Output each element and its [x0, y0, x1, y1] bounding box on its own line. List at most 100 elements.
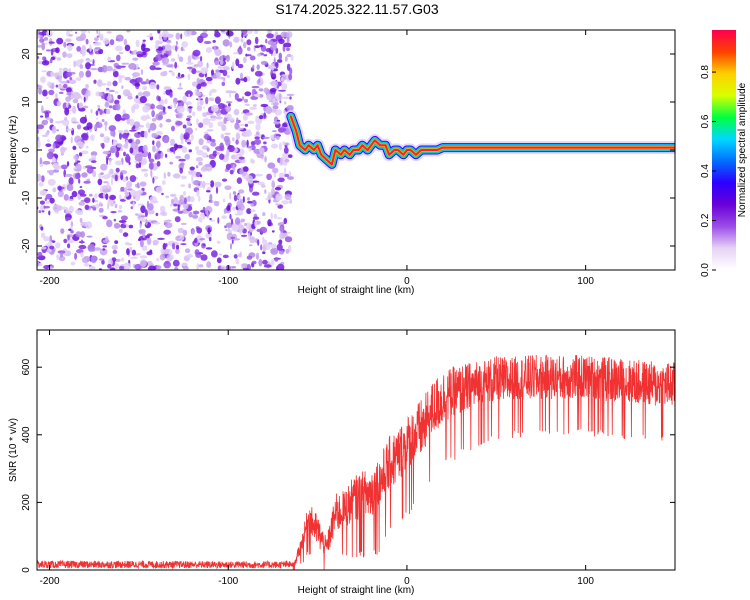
noise-blob	[168, 70, 173, 73]
noise-blob	[170, 203, 173, 207]
noise-blob	[41, 42, 45, 51]
noise-blob	[200, 67, 208, 75]
noise-blob	[122, 113, 130, 120]
noise-blob	[262, 212, 266, 217]
noise-blob	[107, 204, 110, 210]
noise-blob	[275, 203, 281, 206]
noise-blob	[188, 149, 192, 153]
noise-blob	[263, 54, 268, 57]
noise-blob	[269, 88, 277, 93]
top-x-axis: -200 -100 0 100	[40, 30, 594, 287]
noise-blob	[250, 236, 254, 240]
noise-blob	[166, 39, 172, 44]
noise-blob	[214, 181, 222, 188]
noise-blob	[130, 206, 133, 210]
noise-blob	[244, 123, 249, 127]
noise-blob	[180, 175, 187, 180]
noise-blob	[187, 73, 191, 81]
noise-blob	[97, 104, 101, 109]
noise-blob	[181, 74, 185, 78]
noise-blob	[279, 157, 284, 166]
noise-blob	[200, 254, 208, 261]
bottom-y-tick-label: 600	[21, 358, 32, 375]
noise-blob	[119, 132, 122, 140]
noise-blob	[236, 177, 243, 185]
noise-blob	[180, 184, 186, 188]
noise-blob	[126, 30, 131, 33]
noise-blob	[86, 235, 93, 238]
noise-blob	[140, 215, 147, 218]
noise-blob	[258, 259, 263, 267]
noise-blob	[175, 120, 183, 126]
noise-blob	[102, 245, 107, 248]
noise-blob	[49, 235, 53, 244]
noise-blob	[195, 91, 202, 97]
noise-blob	[202, 112, 208, 117]
noise-blob	[106, 87, 110, 91]
noise-blob	[273, 121, 281, 125]
noise-blob	[139, 259, 147, 268]
noise-blob	[278, 38, 285, 44]
noise-blob	[138, 238, 141, 242]
noise-blob	[257, 239, 260, 246]
noise-blob	[163, 136, 170, 144]
noise-blob	[199, 99, 204, 106]
noise-blob	[126, 181, 133, 189]
noise-blob	[267, 162, 276, 169]
noise-blob	[55, 93, 58, 99]
noise-blob	[219, 267, 225, 270]
noise-blob	[246, 39, 252, 46]
noise-blob	[134, 82, 141, 87]
noise-blob	[83, 96, 86, 103]
noise-blob	[178, 113, 183, 119]
noise-blob	[283, 96, 290, 100]
noise-blob	[232, 164, 236, 173]
noise-blob	[40, 205, 44, 211]
noise-blob	[97, 178, 103, 186]
noise-blob	[167, 171, 171, 177]
noise-blob	[109, 158, 112, 166]
noise-blob	[129, 246, 133, 253]
noise-blob	[239, 227, 243, 235]
noise-blob	[124, 76, 131, 81]
noise-blob	[55, 84, 59, 88]
noise-blob	[278, 89, 287, 92]
noise-blob	[250, 203, 254, 207]
noise-blob	[107, 263, 112, 269]
noise-blob	[43, 37, 49, 41]
noise-blob	[184, 248, 191, 254]
noise-blob	[258, 78, 261, 84]
noise-blob	[165, 260, 170, 264]
noise-blob	[186, 61, 194, 65]
noise-blob	[261, 184, 266, 188]
noise-blob	[95, 122, 103, 129]
noise-blob	[155, 212, 159, 217]
ridge-layer-2	[287, 112, 675, 168]
noise-blob	[85, 221, 93, 229]
noise-blob	[161, 30, 169, 38]
noise-blob	[235, 258, 240, 265]
noise-blob	[270, 259, 275, 266]
noise-blob	[195, 157, 204, 162]
noise-blob	[244, 98, 248, 103]
noise-blob	[267, 219, 272, 227]
top-y-tick-label: 20	[21, 48, 32, 60]
noise-blob	[162, 242, 167, 251]
noise-blob	[274, 257, 279, 262]
noise-blob	[46, 139, 50, 142]
noise-blob	[161, 192, 164, 196]
noise-blob	[243, 33, 249, 37]
noise-blob	[180, 243, 187, 246]
noise-blob	[95, 203, 100, 209]
noise-blob	[134, 263, 142, 270]
noise-blob	[173, 203, 178, 207]
noise-blob	[202, 180, 206, 189]
noise-blob	[239, 72, 244, 80]
noise-blob	[191, 68, 197, 75]
noise-blob	[38, 87, 42, 95]
noise-blob	[223, 135, 230, 143]
noise-blob	[254, 138, 262, 145]
noise-blob	[246, 139, 249, 147]
colorbar: 0.0 0.2 0.4 0.6 0.8 Normalized spectral ampl…	[700, 30, 748, 277]
noise-blob	[37, 136, 40, 142]
